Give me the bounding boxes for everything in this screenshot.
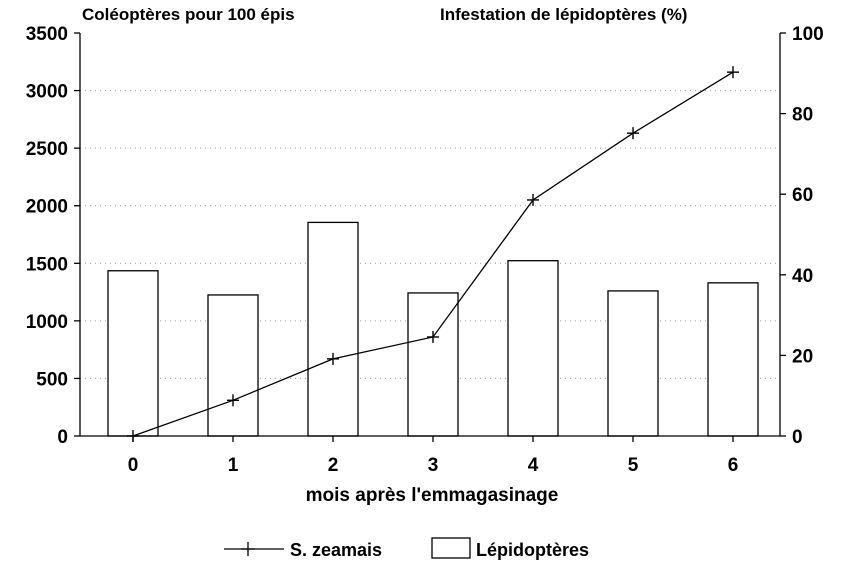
x-tick-label: 3: [428, 455, 439, 476]
right-tick-label: 40: [792, 266, 813, 287]
right-tick-label: 0: [792, 427, 803, 448]
point-3: [427, 330, 439, 343]
left-tick-label: 1000: [26, 312, 68, 333]
legend-bar-swatch: [431, 537, 471, 559]
point-5: [627, 127, 639, 140]
line-series: [127, 66, 739, 442]
bar-series: [107, 221, 759, 437]
left-tick-label: 0: [57, 427, 68, 448]
x-tick-label: 1: [228, 455, 239, 476]
left-tick-label: 2500: [26, 139, 68, 160]
axes: [74, 32, 786, 442]
x-tick-label: 0: [128, 455, 139, 476]
left-tick-label: 500: [36, 369, 68, 390]
left-tick-label: 3000: [26, 82, 68, 103]
legend-label-lepidopteres: Lépidoptères: [476, 540, 589, 560]
bar-5: [607, 290, 659, 437]
left-tick-label: 3500: [26, 24, 68, 45]
right-tick-label: 100: [792, 24, 824, 45]
bar-3: [407, 292, 459, 437]
x-tick-label: 6: [728, 455, 739, 476]
legend-line-swatch: [224, 542, 284, 556]
x-tick-label: 4: [528, 455, 539, 476]
bar-4: [507, 260, 559, 437]
right-tick-label: 20: [792, 346, 813, 367]
point-4: [527, 193, 539, 206]
bar-0: [107, 270, 159, 437]
point-6: [727, 66, 739, 79]
bar-6: [707, 282, 759, 437]
legend-label-szeamais: S. zeamais: [290, 540, 382, 560]
right-tick-label: 60: [792, 185, 813, 206]
tick-labels: 0500100015002000250030003500020406080100…: [26, 24, 824, 476]
bar-2: [307, 221, 359, 437]
left-tick-label: 2000: [26, 197, 68, 218]
x-axis-title: mois après l'emmagasinage: [306, 485, 559, 506]
x-tick-label: 2: [328, 455, 339, 476]
right-tick-label: 80: [792, 105, 813, 126]
point-2: [327, 352, 339, 365]
left-axis-title: Coléoptères pour 100 épis: [82, 5, 295, 24]
left-tick-label: 1500: [26, 254, 68, 275]
x-tick-label: 5: [628, 455, 639, 476]
right-axis-title: Infestation de lépidoptères (%): [440, 5, 687, 24]
legend: S. zeamais Lépidoptères: [224, 537, 589, 560]
bar-1: [207, 294, 259, 437]
point-1: [227, 394, 239, 407]
